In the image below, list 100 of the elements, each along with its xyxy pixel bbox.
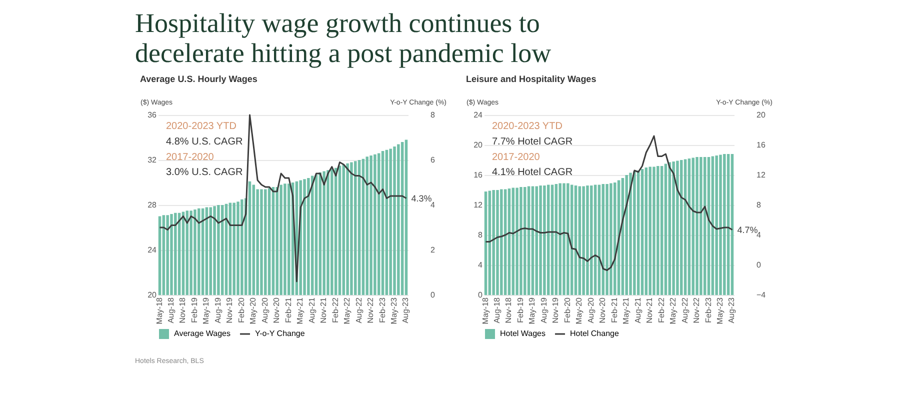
y2-tick-label: 2 bbox=[430, 246, 436, 254]
x-tick-label: Aug-20 bbox=[260, 296, 270, 324]
legend-label: Hotel Change bbox=[570, 329, 620, 338]
bar bbox=[723, 154, 726, 295]
y2-tick-label: 16 bbox=[756, 140, 766, 150]
x-tick-label: May-20 bbox=[574, 296, 584, 324]
x-tick-label: Feb-21 bbox=[284, 296, 293, 323]
y-tick-label: 20 bbox=[148, 290, 158, 300]
x-tick-label: May-19 bbox=[202, 296, 211, 324]
bar bbox=[531, 186, 534, 295]
x-tick-label: Aug-21 bbox=[307, 296, 316, 324]
x-tick-label: Feb-23 bbox=[704, 296, 713, 323]
x-tick-label: Nov-20 bbox=[272, 296, 282, 324]
x-tick-label: May-18 bbox=[480, 296, 490, 324]
y2-tick-label: 4 bbox=[756, 230, 762, 240]
bar bbox=[696, 157, 698, 295]
y-tick-label: 12 bbox=[474, 200, 484, 210]
bar bbox=[664, 164, 668, 295]
bar bbox=[516, 188, 518, 295]
bar bbox=[484, 192, 488, 295]
bar bbox=[566, 183, 570, 295]
x-tick-label: Aug-19 bbox=[539, 296, 548, 324]
x-tick-label: Nov-20 bbox=[598, 296, 608, 324]
data-label: 4.3% bbox=[411, 193, 432, 204]
x-tick-label: Nov-18 bbox=[178, 296, 188, 324]
bar bbox=[504, 189, 507, 295]
x-tick-label: Feb-22 bbox=[330, 296, 340, 323]
annotation: 4.1% Hotel CAGR bbox=[492, 167, 573, 178]
x-tick-label: May-21 bbox=[296, 296, 305, 324]
bar bbox=[719, 154, 722, 295]
annotation: 2017-2020 bbox=[166, 152, 214, 163]
annotation: 2020-2023 YTD bbox=[492, 121, 562, 132]
y-tick-label: 32 bbox=[148, 156, 158, 164]
bar bbox=[594, 184, 597, 295]
x-tick-label: May-22 bbox=[342, 296, 352, 324]
bar bbox=[692, 158, 694, 295]
y2-tick-label: 20 bbox=[756, 110, 766, 120]
y-tick-label: 28 bbox=[148, 200, 158, 210]
bar bbox=[636, 170, 640, 295]
bar bbox=[676, 160, 679, 295]
bar bbox=[700, 157, 702, 295]
bar bbox=[610, 183, 612, 295]
bar bbox=[492, 190, 495, 295]
x-tick-label: May-23 bbox=[390, 296, 398, 324]
y-tick-label: 20 bbox=[474, 140, 484, 150]
x-tick-label: Aug-18 bbox=[166, 296, 176, 324]
x-tick-label: Feb-20 bbox=[562, 296, 572, 323]
bar bbox=[586, 186, 589, 295]
bar bbox=[500, 189, 503, 295]
bar bbox=[524, 187, 526, 295]
bar bbox=[711, 156, 714, 295]
bar bbox=[558, 183, 562, 295]
line-series bbox=[159, 114, 407, 282]
x-tick-label: Aug-19 bbox=[213, 296, 222, 324]
x-tick-label: Nov-21 bbox=[319, 296, 328, 324]
bar bbox=[606, 184, 608, 295]
y-tick-label: 8 bbox=[478, 230, 484, 240]
x-tick-label: Aug-23 bbox=[727, 296, 736, 324]
bar bbox=[496, 190, 499, 295]
x-tick-label: May-23 bbox=[716, 296, 724, 324]
bar bbox=[652, 166, 656, 295]
annotation: 2017-2020 bbox=[492, 152, 540, 163]
x-tick-label: Aug-22 bbox=[354, 296, 364, 324]
x-tick-label: May-18 bbox=[154, 296, 164, 324]
y-tick-label: 0 bbox=[478, 290, 484, 300]
bar bbox=[726, 154, 730, 295]
bar bbox=[546, 184, 550, 295]
chart-subtitle: Average U.S. Hourly Wages bbox=[140, 74, 258, 84]
data-label: 4.7% bbox=[737, 224, 758, 235]
bar bbox=[633, 171, 636, 295]
x-tick-label: May-19 bbox=[528, 296, 537, 324]
chart-subtitle: Leisure and Hospitality Wages bbox=[466, 74, 596, 84]
x-tick-label: Nov-19 bbox=[551, 296, 560, 324]
bar bbox=[660, 166, 664, 295]
bar bbox=[488, 190, 492, 295]
legend-label: Y-o-Y Change bbox=[255, 329, 306, 338]
y-tick-label: 36 bbox=[148, 110, 158, 120]
x-tick-label: Nov-19 bbox=[225, 296, 234, 324]
bar bbox=[535, 186, 538, 295]
bar bbox=[554, 184, 558, 295]
bar bbox=[730, 154, 734, 295]
bar bbox=[625, 175, 628, 295]
bar bbox=[672, 162, 675, 295]
bar bbox=[582, 186, 585, 295]
bar bbox=[684, 159, 687, 295]
annotation: 4.8% U.S. CAGR bbox=[166, 136, 243, 148]
x-tick-label: Nov-22 bbox=[692, 296, 702, 324]
bar bbox=[508, 188, 511, 295]
bar bbox=[644, 168, 648, 295]
x-tick-label: Aug-20 bbox=[586, 296, 596, 324]
y2-tick-label: 12 bbox=[756, 170, 766, 180]
x-tick-label: Nov-18 bbox=[504, 296, 514, 324]
y-tick-label: 4 bbox=[478, 260, 484, 270]
y-tick-label: 24 bbox=[474, 110, 484, 120]
x-tick-label: Aug-18 bbox=[492, 296, 502, 324]
annotation: 3.0% U.S. CAGR bbox=[166, 167, 243, 178]
bar bbox=[590, 186, 593, 295]
bar bbox=[520, 187, 522, 295]
annotation: 2020-2023 YTD bbox=[166, 121, 236, 132]
bar bbox=[543, 186, 546, 295]
